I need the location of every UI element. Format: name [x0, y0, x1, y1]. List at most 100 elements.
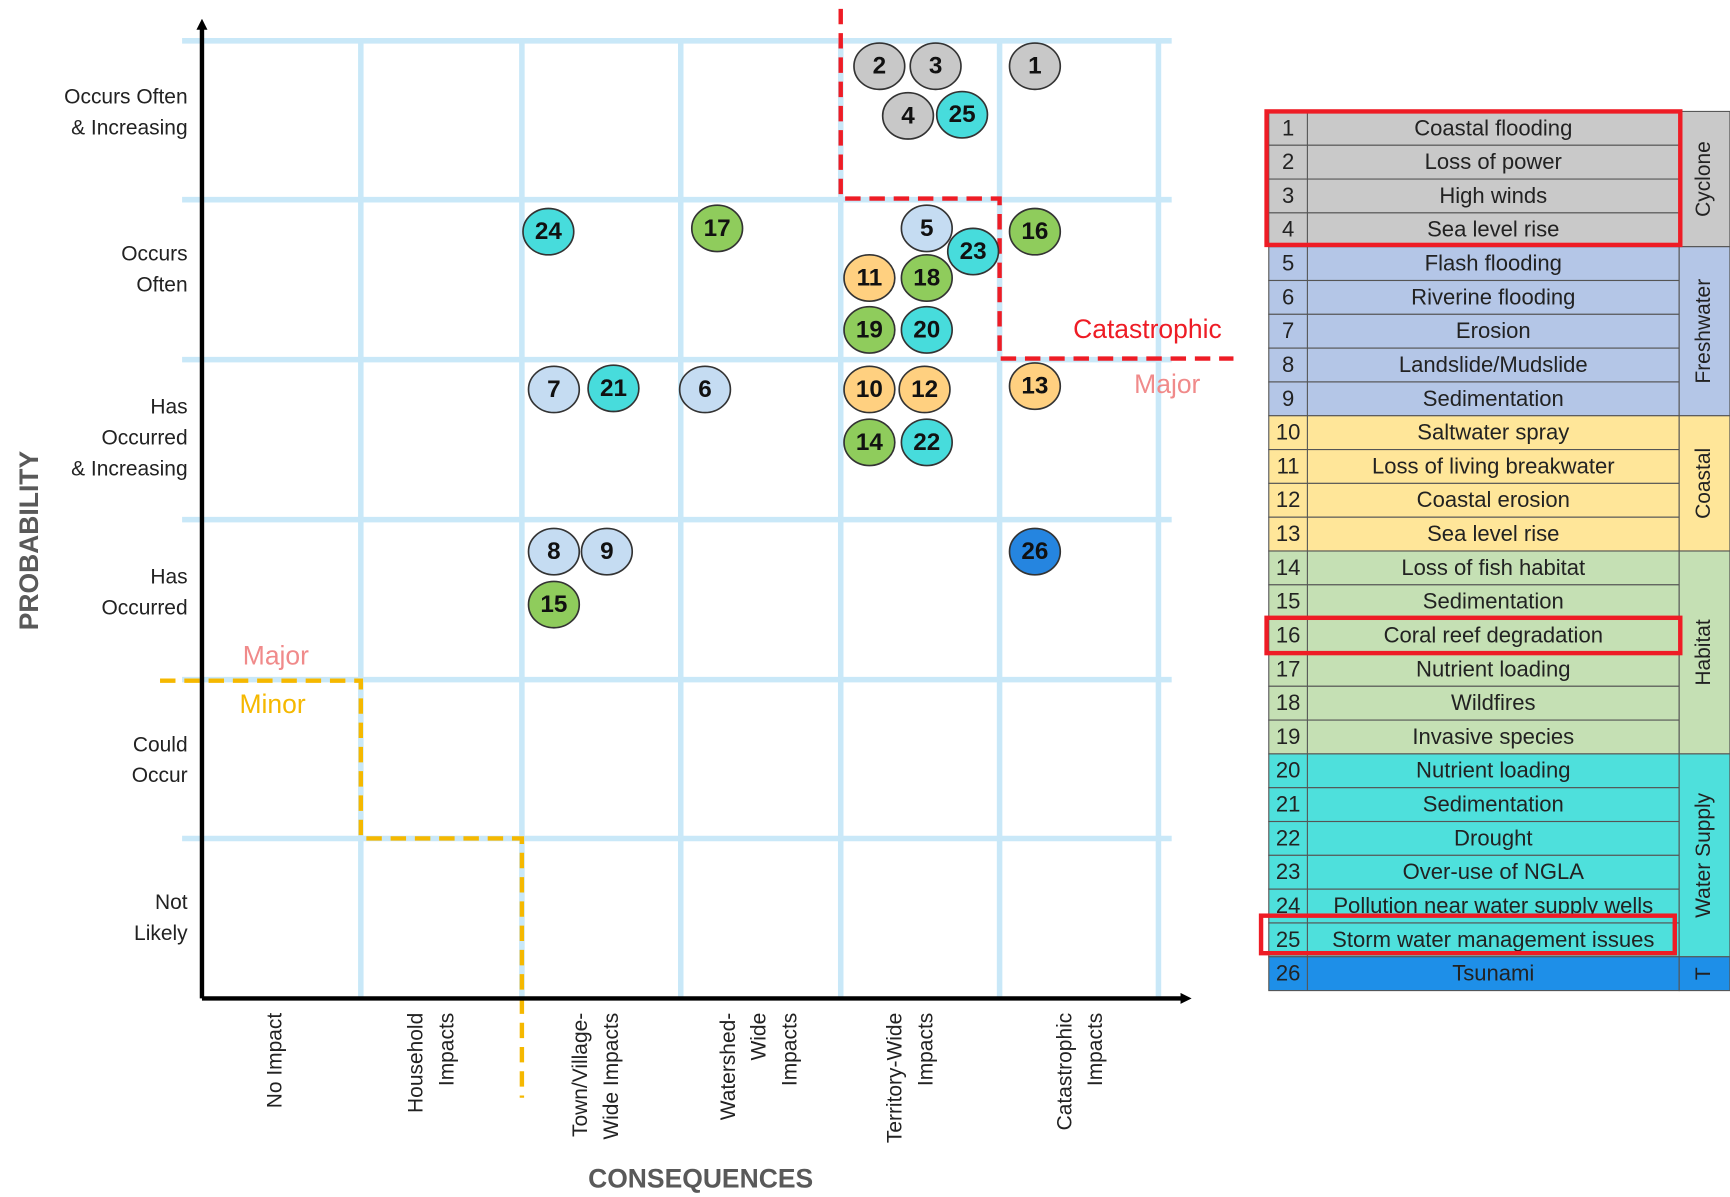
axis-labels: Occurs Often & Increasing Occurs Often Has Oc… — [64, 86, 1107, 1143]
item-number: 13 — [1276, 521, 1301, 546]
x-category-label: Town/Village- — [569, 1013, 592, 1137]
y-category-label: Occurs Often — [64, 86, 187, 109]
item-name: Coral reef degradation — [1384, 622, 1603, 647]
marker-label: 19 — [856, 316, 883, 343]
item-name: Saltwater spray — [1417, 420, 1569, 445]
marker-label: 9 — [600, 538, 614, 565]
y-category-label: Occurred — [101, 427, 187, 450]
item-name: Sea level rise — [1427, 217, 1559, 242]
group-name: T — [1692, 967, 1715, 980]
table-row — [1268, 381, 1680, 417]
marker-label: 14 — [856, 429, 883, 456]
marker-label: 10 — [856, 376, 883, 403]
marker-label: 20 — [913, 316, 940, 343]
marker-label: 3 — [929, 53, 943, 80]
marker-label: 26 — [1021, 538, 1048, 565]
y-category-label: Has — [150, 396, 187, 419]
x-category-label: Impacts — [436, 1013, 459, 1086]
item-number: 19 — [1276, 724, 1301, 749]
y-category-label: Not — [155, 891, 188, 914]
group-name: Cyclone — [1692, 141, 1715, 217]
y-category-label: Often — [136, 273, 187, 296]
item-name: Drought — [1454, 825, 1532, 850]
marker — [1008, 207, 1062, 256]
item-name: Coastal flooding — [1414, 115, 1572, 140]
table-row — [1268, 550, 1680, 586]
x-axis-title: CONSEQUENCES — [588, 1163, 813, 1193]
marker-label: 12 — [911, 376, 938, 403]
marker-label: 6 — [698, 376, 711, 403]
item-name: Storm water management issues — [1332, 927, 1654, 952]
group-name: Freshwater — [1692, 279, 1715, 384]
item-number: 26 — [1276, 961, 1301, 986]
item-number: 23 — [1276, 859, 1301, 884]
item-name: Wildfires — [1451, 690, 1536, 715]
group-cell — [1678, 415, 1730, 552]
marker-label: 7 — [547, 376, 561, 403]
item-name: Loss of living breakwater — [1372, 453, 1615, 478]
marker-label: 4 — [901, 102, 915, 129]
table-row — [1268, 719, 1680, 755]
item-number: 6 — [1282, 284, 1294, 309]
x-category-label: Impacts — [914, 1013, 937, 1086]
marker-label: 5 — [920, 215, 934, 242]
x-category-label: Watershed- — [717, 1013, 740, 1121]
item-name: Loss of fish habitat — [1401, 555, 1585, 580]
marker-label: 16 — [1021, 218, 1048, 245]
y-category-label: & Increasing — [71, 117, 187, 140]
item-name: Over-use of NGLA — [1403, 859, 1585, 884]
y-axis-title: PROBABILITY — [14, 451, 44, 631]
item-name: Sedimentation — [1423, 386, 1564, 411]
zone-label: Catastrophic — [1073, 314, 1222, 344]
marker — [587, 364, 640, 413]
zone-label: Major — [1134, 369, 1200, 399]
item-name: Nutrient loading — [1416, 758, 1570, 783]
item-name: Tsunami — [1452, 961, 1534, 986]
item-name: Erosion — [1456, 318, 1531, 343]
marker-label: 11 — [857, 265, 883, 292]
marker — [1008, 362, 1062, 411]
marker-label: 15 — [540, 591, 567, 618]
grid — [182, 38, 1172, 999]
x-category-label: Impacts — [1084, 1013, 1107, 1086]
table-row — [1268, 449, 1680, 484]
zones: Catastrophic Major Major Minor — [160, 8, 1234, 1098]
marker — [900, 418, 953, 467]
marker-label: 17 — [704, 215, 731, 242]
item-number: 12 — [1276, 487, 1301, 512]
x-category-label: No Impact — [263, 1013, 286, 1109]
item-number: 7 — [1282, 318, 1294, 343]
marker — [843, 305, 896, 354]
item-name: Riverine flooding — [1411, 284, 1575, 309]
item-number: 18 — [1276, 690, 1301, 715]
x-category-label: Territory-Wide — [883, 1013, 906, 1143]
marker — [900, 254, 953, 303]
highlight-box — [1264, 615, 1683, 656]
marker — [527, 365, 581, 414]
item-number: 4 — [1282, 217, 1294, 242]
item-number: 8 — [1282, 352, 1294, 377]
marker — [881, 91, 935, 140]
marker — [909, 42, 962, 91]
marker — [522, 207, 575, 256]
item-name: Invasive species — [1412, 724, 1574, 749]
marker — [853, 42, 906, 91]
marker — [898, 365, 951, 414]
table-row — [1268, 787, 1680, 823]
item-name: High winds — [1439, 183, 1547, 208]
item-number: 3 — [1282, 183, 1294, 208]
marker — [843, 254, 896, 303]
table-row — [1268, 212, 1680, 248]
item-name: Coastal erosion — [1417, 487, 1570, 512]
item-number: 25 — [1276, 927, 1301, 952]
item-number: 2 — [1282, 149, 1294, 174]
marker-label: 25 — [949, 101, 976, 128]
y-category-label: Occur — [132, 764, 188, 787]
marker — [580, 527, 634, 576]
item-number: 21 — [1276, 792, 1301, 817]
y-category-label: Occurs — [121, 242, 187, 265]
table-row — [1268, 279, 1680, 315]
